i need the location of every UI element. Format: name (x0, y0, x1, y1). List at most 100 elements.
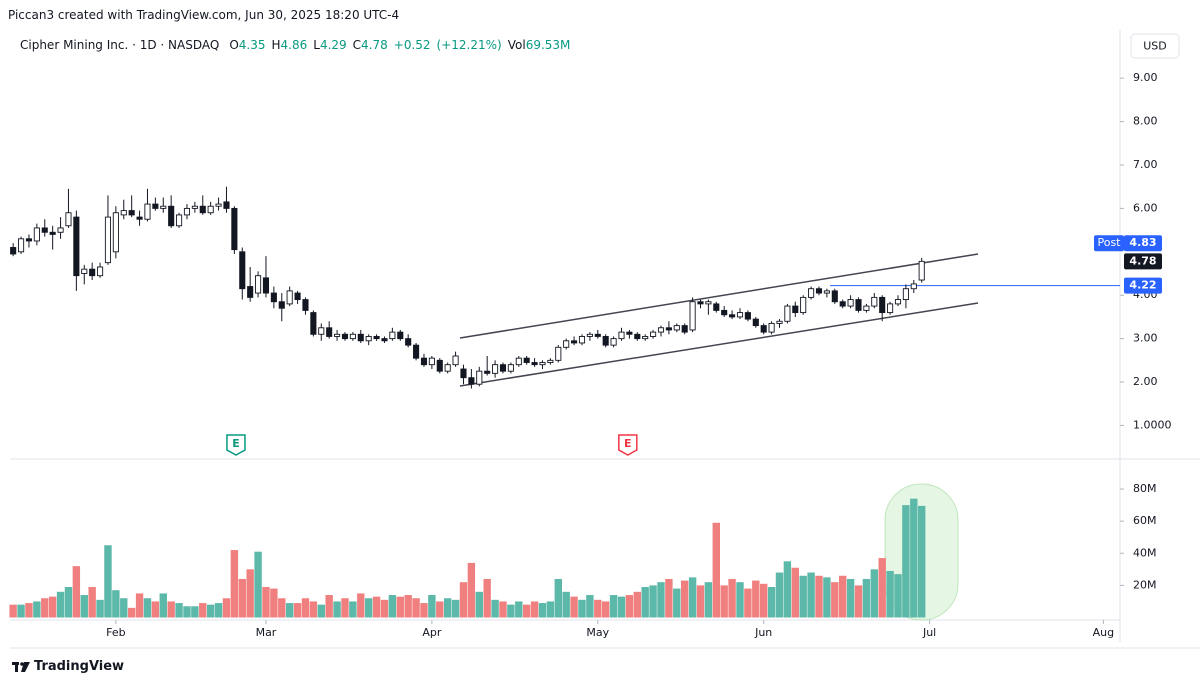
legend-key: C (352, 38, 362, 52)
volume-bar (578, 599, 586, 618)
candle-body (10, 247, 17, 255)
volume-bar (704, 582, 713, 618)
volume-bar (80, 595, 88, 618)
candle-body (555, 346, 562, 361)
candle-body (128, 210, 135, 216)
y-tick-label: 7.00 (1133, 158, 1158, 171)
candle-body (152, 203, 159, 209)
candle-body (207, 205, 214, 214)
volume-bar (159, 593, 167, 618)
candle-body (389, 331, 396, 340)
candle-body (239, 251, 246, 290)
volume-bar (206, 604, 215, 618)
volume-bar (64, 586, 73, 618)
volume-bar (88, 586, 96, 618)
volume-bar (127, 607, 136, 618)
volume-bar (846, 578, 855, 618)
currency-box[interactable] (1130, 33, 1180, 59)
volume-value: 69.53M (525, 38, 571, 52)
volume-bar (680, 580, 689, 618)
volume-bar (499, 601, 507, 618)
candle-body (681, 325, 688, 333)
volume-bar (838, 575, 847, 618)
candle-body (531, 362, 538, 366)
x-tick-label: Aug (1093, 626, 1114, 639)
candle-body (855, 299, 862, 311)
volume-bar (72, 566, 81, 618)
candle-body (191, 205, 198, 209)
candle-body (349, 333, 356, 340)
volume-bar (522, 604, 531, 618)
candle-body (571, 340, 578, 344)
volume-bar (254, 551, 262, 618)
volume-bar (862, 578, 871, 618)
volume-bar (151, 601, 160, 618)
volume-bar (554, 578, 562, 618)
x-tick-label: Mar (256, 626, 277, 639)
candle-body (507, 364, 514, 372)
x-tick-label: Apr (422, 626, 442, 639)
volume-bar (752, 580, 760, 618)
candle-body (476, 370, 483, 385)
volume-bar (317, 604, 325, 618)
candle-body (831, 290, 838, 303)
price-tag-bg (1124, 253, 1162, 270)
volume-bar (696, 585, 705, 618)
candle-body (839, 301, 846, 307)
volume-bar (546, 601, 555, 618)
volume-bar (191, 606, 199, 618)
legend-key: O (229, 38, 239, 52)
candle-body (642, 336, 649, 340)
volume-bar (854, 585, 863, 618)
volume-bar (112, 590, 120, 618)
candle-body (539, 362, 546, 366)
candle-body (910, 283, 917, 290)
volume-bar (278, 598, 286, 618)
candle-body (547, 359, 554, 363)
candle-body (104, 216, 112, 264)
candle-body (768, 322, 775, 333)
earnings-label: E (232, 437, 240, 450)
candle-body (492, 364, 499, 374)
volume-bar (333, 601, 341, 618)
candle-body (199, 205, 206, 214)
candle-body (223, 201, 230, 209)
volume-bar (17, 604, 25, 618)
currency[interactable]: USD (1143, 40, 1167, 53)
volume-bar (791, 567, 799, 618)
volume-bar (530, 601, 539, 618)
candle-body (444, 364, 451, 372)
candle-body (365, 336, 372, 342)
volume-bar (167, 601, 175, 618)
candle-body (776, 320, 783, 324)
earnings-badge (618, 434, 638, 456)
volume-bar (41, 598, 49, 618)
candle-body (902, 288, 909, 301)
volume-bar (262, 586, 270, 618)
x-tick-label: Feb (106, 626, 125, 639)
volume-bar (775, 572, 784, 618)
volume-bar (831, 582, 839, 618)
candle-body (33, 227, 40, 242)
volume-bar (104, 545, 112, 618)
candle-body (413, 344, 420, 359)
price-tag: 4.78 (1129, 254, 1156, 267)
change-pct: (+12.21%) (436, 38, 502, 52)
price-tag-bg (1124, 235, 1162, 252)
candle-body (215, 203, 222, 207)
candle-body (112, 212, 119, 253)
volume-bar (673, 588, 681, 618)
volume-bar (56, 591, 65, 618)
legend: Cipher Mining Inc. · 1D · NASDAQ O4.35 H4.… (20, 38, 576, 52)
volume-bar (199, 603, 207, 618)
candle-body (428, 357, 435, 366)
volume-key: Vol (507, 38, 526, 52)
candle-body (436, 359, 443, 372)
earnings-badge (226, 434, 246, 456)
volume-bar (420, 603, 428, 618)
price-tag: 4.22 (1129, 279, 1156, 292)
volume-bar (301, 598, 310, 618)
legend-value: 4.86 (280, 38, 308, 52)
